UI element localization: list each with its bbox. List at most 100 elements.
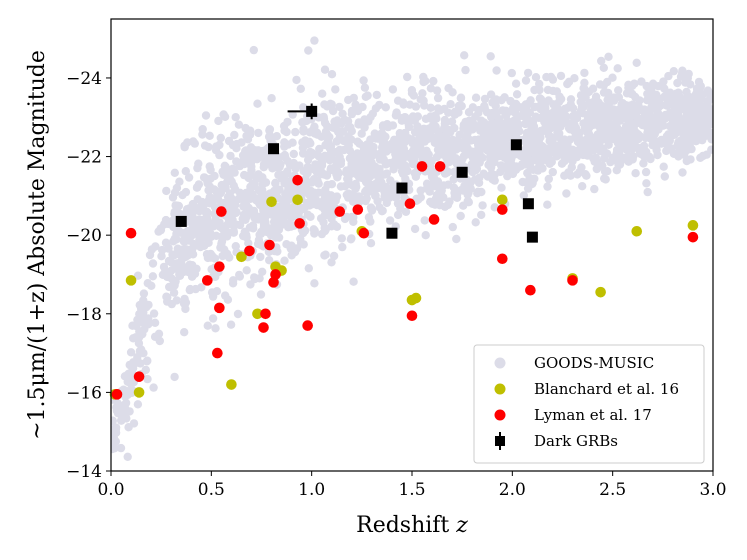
goods-music-point bbox=[360, 146, 370, 156]
x-tick-label: 2.0 bbox=[499, 480, 526, 500]
goods-music-point bbox=[280, 150, 289, 160]
goods-music-point bbox=[204, 235, 213, 244]
goods-music-point bbox=[150, 332, 160, 341]
goods-music-point bbox=[318, 89, 327, 98]
goods-music-point bbox=[205, 182, 214, 191]
lyman-point bbox=[352, 204, 364, 215]
goods-music-point bbox=[445, 139, 455, 148]
goods-music-point bbox=[361, 92, 370, 102]
legend-label-goods-music: GOODS-MUSIC bbox=[534, 354, 654, 372]
goods-music-point bbox=[229, 226, 238, 236]
goods-music-point bbox=[643, 187, 652, 197]
goods-music-point bbox=[641, 167, 651, 177]
legend-box bbox=[473, 344, 705, 464]
goods-music-point bbox=[305, 128, 314, 137]
goods-music-point bbox=[482, 108, 492, 117]
goods-music-point bbox=[163, 272, 172, 282]
goods-music-point bbox=[615, 160, 625, 169]
goods-music-point bbox=[336, 182, 346, 191]
goods-music-point bbox=[220, 112, 230, 122]
goods-music-point bbox=[684, 69, 693, 79]
goods-music-point bbox=[302, 198, 312, 208]
goods-music-point bbox=[648, 123, 657, 133]
goods-music-point bbox=[599, 81, 608, 90]
goods-music-point bbox=[226, 151, 235, 161]
goods-music-point bbox=[349, 277, 358, 286]
goods-music-point bbox=[304, 264, 313, 273]
goods-music-point bbox=[149, 309, 159, 318]
goods-music-point bbox=[508, 122, 517, 132]
blanchard-point bbox=[595, 286, 606, 298]
goods-music-point bbox=[173, 263, 183, 272]
goods-music-point bbox=[140, 325, 149, 334]
goods-music-point bbox=[544, 131, 554, 140]
goods-music-point bbox=[206, 165, 215, 175]
goods-music-point bbox=[229, 276, 238, 285]
goods-music-point bbox=[556, 71, 566, 81]
goods-music-point bbox=[124, 369, 133, 378]
goods-music-point bbox=[613, 64, 622, 73]
goods-music-point bbox=[231, 242, 240, 251]
goods-music-point bbox=[557, 159, 567, 168]
lyman-point bbox=[260, 308, 271, 320]
goods-music-point bbox=[455, 102, 464, 111]
goods-music-point bbox=[317, 132, 326, 141]
legend-marker-lyman bbox=[494, 409, 506, 421]
goods-music-point bbox=[414, 149, 423, 159]
goods-music-point bbox=[456, 211, 465, 221]
goods-music-point bbox=[490, 203, 499, 212]
goods-music-point bbox=[642, 179, 651, 188]
goods-music-point bbox=[212, 194, 222, 203]
goods-music-point bbox=[235, 272, 244, 281]
dark-grb-point bbox=[522, 198, 534, 210]
goods-music-point bbox=[626, 101, 635, 110]
goods-music-point bbox=[695, 81, 705, 90]
goods-music-point bbox=[590, 184, 599, 194]
goods-music-point bbox=[186, 284, 195, 294]
legend-item-dark-grbs: Dark GRBs bbox=[495, 432, 618, 450]
goods-music-point bbox=[561, 111, 570, 120]
goods-music-point bbox=[198, 130, 207, 139]
y-tick-label: −20 bbox=[66, 226, 102, 246]
x-tick-label: 2.5 bbox=[599, 480, 626, 500]
goods-music-point bbox=[588, 120, 597, 130]
goods-music-point bbox=[127, 388, 137, 397]
goods-music-point bbox=[618, 99, 627, 108]
blanchard-point bbox=[133, 387, 145, 398]
goods-music-point bbox=[612, 130, 621, 139]
goods-music-point bbox=[259, 148, 268, 157]
goods-music-point bbox=[695, 133, 705, 143]
goods-music-point bbox=[497, 183, 506, 192]
goods-music-point bbox=[386, 158, 395, 168]
goods-music-point bbox=[444, 108, 453, 117]
goods-music-point bbox=[179, 267, 188, 277]
goods-music-point bbox=[691, 115, 701, 124]
goods-music-point bbox=[111, 416, 117, 425]
goods-music-point bbox=[207, 288, 217, 297]
goods-music-point bbox=[328, 123, 338, 132]
goods-music-point bbox=[359, 76, 368, 85]
goods-music-point bbox=[349, 93, 358, 103]
goods-music-point bbox=[555, 118, 564, 127]
goods-music-point bbox=[501, 106, 511, 116]
legend-marker-dark-grbs bbox=[495, 432, 505, 450]
goods-music-point bbox=[113, 409, 123, 418]
goods-music-point bbox=[525, 173, 534, 183]
goods-music-point bbox=[480, 101, 489, 111]
goods-music-point bbox=[280, 256, 289, 265]
goods-music-point bbox=[256, 290, 266, 299]
goods-music-point bbox=[267, 94, 276, 103]
y-axis-ticks: −24 −22 −20 −18 −16 −14 bbox=[66, 69, 111, 482]
goods-music-point bbox=[483, 172, 492, 181]
goods-music-point bbox=[460, 51, 469, 60]
goods-music-point bbox=[255, 274, 264, 283]
goods-music-point bbox=[633, 104, 642, 113]
goods-music-point bbox=[246, 280, 255, 289]
goods-music-point bbox=[299, 127, 308, 136]
goods-music-point bbox=[432, 152, 442, 162]
goods-music-point bbox=[446, 100, 455, 109]
goods-music-point bbox=[408, 159, 417, 168]
goods-music-point bbox=[241, 215, 250, 224]
goods-music-point bbox=[129, 358, 138, 367]
goods-music-point bbox=[174, 209, 184, 218]
